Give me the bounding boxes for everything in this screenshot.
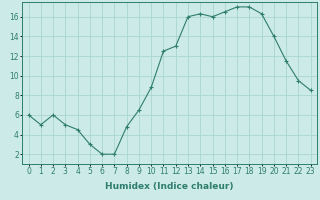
X-axis label: Humidex (Indice chaleur): Humidex (Indice chaleur): [105, 182, 234, 191]
